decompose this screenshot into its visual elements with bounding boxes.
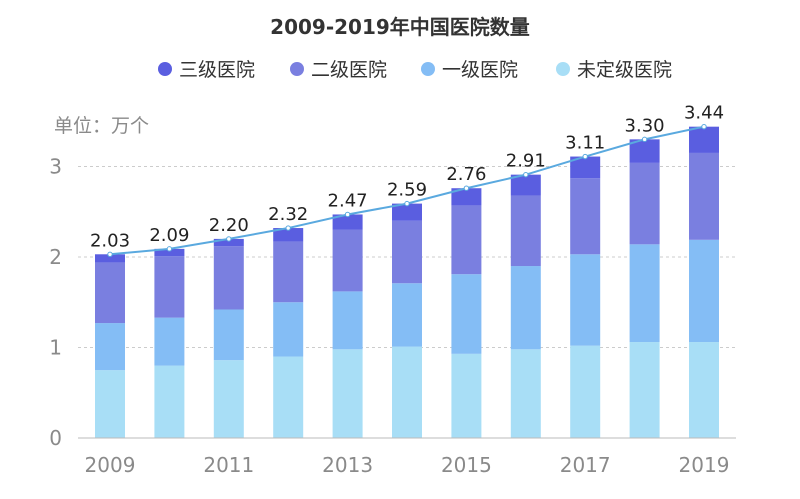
bar-segment: [570, 178, 601, 255]
legend-marker: [290, 62, 304, 76]
bar-segment: [154, 248, 185, 257]
total-line: [107, 123, 707, 257]
bar-segment: [570, 156, 601, 179]
bar-segment: [510, 349, 541, 438]
bar-segment: [213, 360, 244, 438]
bar-segment: [451, 205, 482, 275]
bar-segment: [95, 254, 125, 263]
x-tick-label: 2013: [322, 453, 373, 477]
legend-label: 三级医院: [179, 59, 255, 81]
bar-segment: [629, 244, 660, 343]
legend-label: 二级医院: [311, 59, 387, 81]
bar-segment: [332, 291, 363, 350]
bar-segment: [154, 256, 185, 318]
bar-segment: [451, 274, 482, 354]
bar-segment: [510, 174, 541, 196]
bar-segment: [570, 345, 601, 438]
x-tick-label: 2011: [203, 453, 254, 477]
bar-segment: [213, 309, 244, 361]
y-tick-label: 2: [49, 245, 62, 269]
data-label: 2.47: [328, 190, 368, 211]
bar-segment: [689, 152, 719, 240]
legend-marker: [158, 62, 172, 76]
gridlines: 0 1 2 3: [49, 155, 736, 450]
bar-segment: [510, 195, 541, 267]
data-label: 2.91: [506, 151, 546, 172]
legend-marker: [556, 62, 570, 76]
x-tick-label: 2017: [560, 453, 611, 477]
data-label: 2.20: [209, 215, 249, 236]
unit-label: 单位：万个: [54, 115, 149, 137]
bar-segment: [451, 188, 482, 206]
bar-segment: [689, 342, 719, 438]
x-tick-label: 2009: [85, 453, 136, 477]
data-label: 3.30: [625, 115, 665, 136]
legend-label: 一级医院: [442, 59, 518, 81]
bar-segment: [392, 346, 422, 438]
chart-title: 2009-2019年中国医院数量: [270, 15, 530, 39]
bar-segment: [332, 214, 363, 230]
y-tick-label: 1: [49, 336, 62, 360]
bar-segment: [570, 254, 601, 346]
bar-segment: [213, 246, 244, 310]
x-tick-label: 2015: [441, 453, 492, 477]
bar-segment: [451, 353, 482, 438]
line-point: [523, 171, 529, 178]
bars: [95, 126, 719, 438]
bar-segment: [332, 229, 363, 292]
bar-segment: [154, 365, 185, 438]
bar-segment: [332, 349, 363, 438]
data-label: 3.44: [684, 103, 724, 124]
data-label: 2.03: [90, 230, 130, 251]
bar-segment: [95, 323, 125, 371]
data-label: 3.11: [565, 133, 605, 154]
data-labels: 2.03 2.09 2.20 2.32 2.47 2.59 2.76 2.91 3.11 3.30…: [90, 103, 724, 252]
bar-segment: [95, 370, 125, 438]
line-point: [463, 185, 470, 191]
data-label: 2.59: [387, 180, 427, 201]
line-point: [285, 225, 291, 231]
line-point: [344, 211, 351, 218]
bar-segment: [273, 356, 304, 438]
line-point: [404, 200, 410, 207]
data-label: 2.76: [446, 164, 486, 185]
line-point: [701, 123, 707, 130]
bar-segment: [213, 238, 244, 247]
bar-segment: [392, 203, 422, 221]
bar-segment: [273, 228, 304, 242]
bar-segment: [510, 266, 541, 350]
bar-segment: [392, 220, 422, 284]
data-label: 2.09: [149, 225, 189, 246]
line-point: [582, 153, 588, 160]
axis: 2009 2011 2013 2015 2017 2019: [78, 437, 736, 477]
line-point: [166, 246, 173, 252]
bar-segment: [95, 262, 125, 324]
bar-segment: [689, 239, 719, 343]
data-label: 2.32: [268, 204, 308, 225]
line-point: [226, 236, 232, 242]
x-tick-label: 2019: [679, 453, 730, 477]
line-point: [641, 136, 648, 143]
y-tick-label: 3: [49, 155, 62, 179]
bar-segment: [154, 317, 185, 366]
bar-segment: [629, 162, 660, 245]
bar-segment: [629, 139, 660, 163]
bar-segment: [273, 302, 304, 357]
legend: 三级医院 二级医院 一级医院 未定级医院: [158, 59, 672, 81]
legend-label: 未定级医院: [577, 59, 672, 81]
y-tick-label: 0: [49, 426, 62, 450]
bar-segment: [629, 342, 660, 438]
bar-segment: [392, 283, 422, 347]
legend-marker: [421, 62, 435, 76]
bar-segment: [273, 241, 304, 303]
line-point: [107, 251, 113, 257]
bar-segment: [689, 126, 719, 153]
